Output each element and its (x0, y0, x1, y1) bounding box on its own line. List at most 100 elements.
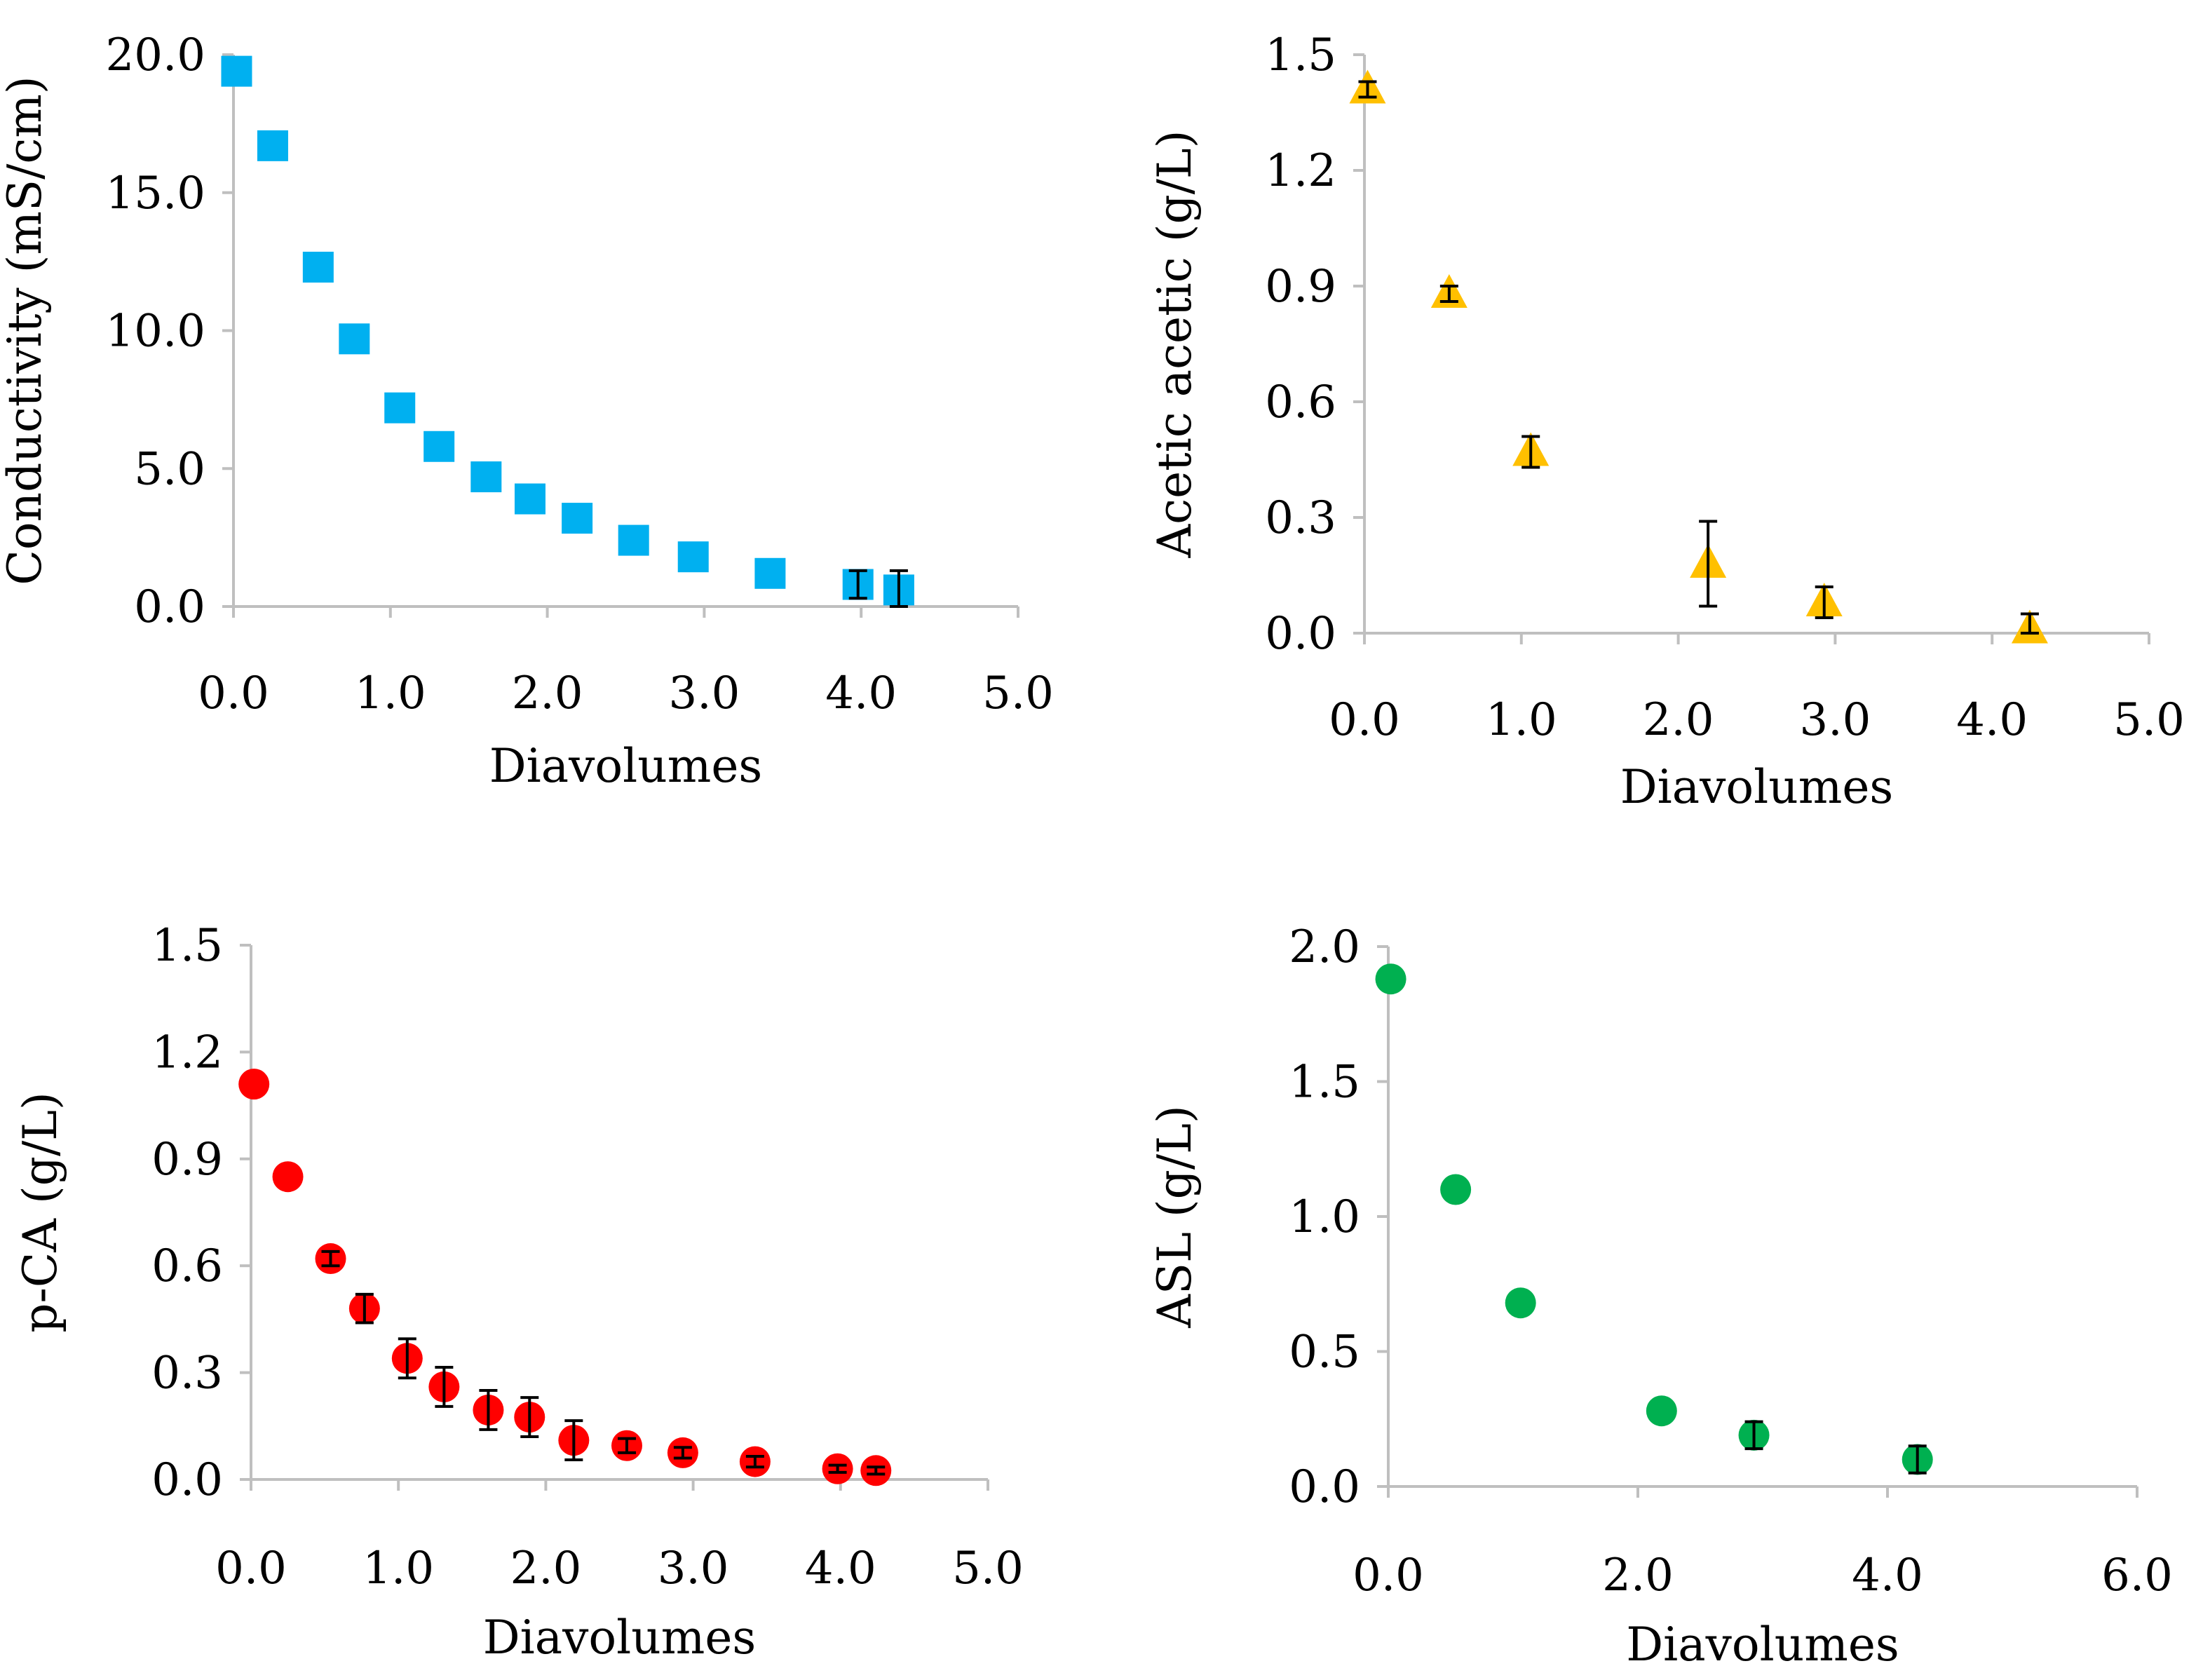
data-point (302, 251, 334, 283)
x-tick-label: 3.0 (669, 668, 740, 719)
y-tick-label: 0.6 (151, 1240, 223, 1292)
x-tick-label: 2.0 (1602, 1550, 1674, 1601)
error-bar (1815, 585, 1833, 619)
error-bar (435, 1365, 454, 1408)
error-bar (1699, 520, 1718, 608)
error-bar (2020, 612, 2039, 635)
y-tick-label: 1.0 (1289, 1191, 1360, 1243)
y-tick-label: 10.0 (106, 306, 206, 358)
x-tick-label: 0.0 (1353, 1550, 1424, 1601)
error-bar (564, 1419, 583, 1462)
data-point (754, 557, 786, 589)
error-bar (321, 1249, 340, 1268)
x-axis-title: Diavolumes (1620, 760, 1894, 814)
y-tick-label: 0.0 (151, 1454, 223, 1506)
error-bar (848, 569, 867, 600)
data-marker (514, 483, 545, 515)
data-point (221, 55, 252, 87)
x-axis-title: Diavolumes (1626, 1618, 1899, 1672)
error-bar (618, 1437, 637, 1454)
data-point (384, 392, 416, 424)
data-point (2011, 609, 2048, 644)
x-tick-label: 4.0 (1852, 1550, 1923, 1601)
x-tick-label: 4.0 (805, 1543, 876, 1594)
x-tick-label: 4.0 (825, 668, 897, 719)
y-tick-label: 2.0 (1289, 921, 1360, 973)
y-tick-label: 0.6 (1265, 377, 1336, 428)
data-point (842, 569, 874, 600)
y-axis-title: Conductivity (mS/cm) (0, 76, 52, 585)
data-point (562, 503, 593, 534)
data-point (423, 431, 455, 462)
data-point (1690, 520, 1727, 608)
data-marker (1646, 1395, 1677, 1427)
y-tick-label: 0.0 (1265, 608, 1336, 660)
data-point (1430, 274, 1467, 308)
data-marker (257, 130, 288, 161)
y-tick-label: 1.5 (1289, 1057, 1360, 1109)
x-tick-label: 6.0 (2101, 1550, 2173, 1601)
data-point (473, 1389, 504, 1431)
y-tick-label: 1.5 (1265, 29, 1336, 81)
data-point (1375, 963, 1406, 995)
data-point (428, 1365, 460, 1408)
y-tick-label: 5.0 (134, 443, 205, 495)
data-point (1902, 1444, 1933, 1475)
y-tick-label: 0.9 (1265, 261, 1336, 313)
y-tick-label: 0.9 (151, 1134, 223, 1186)
x-tick-label: 4.0 (1956, 694, 2028, 746)
x-tick-label: 1.0 (355, 668, 426, 719)
error-bar (673, 1446, 692, 1460)
y-axis-title: Acetic acetic (g/L) (1148, 130, 1202, 558)
error-bar (398, 1337, 416, 1380)
data-marker (384, 392, 416, 424)
error-bar (355, 1292, 374, 1325)
chart-conductivity: 0.0 5.0 10.0 15.0 20.0 0.0 1.0 2.0 3.0 4.0 5.0 Diav… (0, 29, 1054, 793)
y-axis-title: p-CA (g/L) (13, 1092, 67, 1333)
error-bar (1744, 1420, 1763, 1451)
x-tick-label: 5.0 (982, 668, 1054, 719)
error-bar (1439, 285, 1458, 303)
data-point (348, 1292, 380, 1325)
data-point (822, 1453, 853, 1484)
data-point (514, 1396, 545, 1439)
x-tick-label: 0.0 (1329, 694, 1400, 746)
error-bar (889, 569, 908, 608)
data-point (1738, 1419, 1770, 1451)
data-marker (677, 541, 709, 573)
data-point (1646, 1395, 1677, 1427)
y-axis-title: ASL (g/L) (1148, 1105, 1202, 1329)
y-tick-label: 0.5 (1289, 1327, 1360, 1378)
error-bar (745, 1454, 764, 1469)
data-marker (302, 251, 334, 283)
error-bar (1908, 1444, 1927, 1475)
x-tick-label: 2.0 (510, 1543, 582, 1594)
x-tick-label: 2.0 (1643, 694, 1714, 746)
chart-asl: 0.0 0.5 1.0 1.5 2.0 0.0 2.0 4.0 6.0 Diavolumes ASL… (1148, 921, 2173, 1672)
error-bar (828, 1463, 847, 1474)
data-marker (423, 431, 455, 462)
data-point (257, 130, 288, 161)
data-marker (1505, 1287, 1536, 1319)
y-tick-label: 0.0 (1289, 1461, 1360, 1513)
data-point (739, 1446, 771, 1477)
y-tick-label: 1.5 (151, 920, 223, 972)
data-point (272, 1161, 304, 1193)
data-point (860, 1455, 892, 1486)
x-tick-label: 5.0 (2113, 694, 2185, 746)
error-bar (1521, 435, 1540, 469)
y-tick-label: 15.0 (106, 168, 206, 219)
chart-p-ca: 0.0 0.3 0.6 0.9 1.2 1.5 0.0 1.0 2.0 3.0 4.0 5.0 Diav… (13, 920, 1024, 1665)
x-axis-title: Diavolumes (489, 739, 763, 793)
data-point (470, 461, 502, 493)
data-marker (1440, 1174, 1472, 1205)
data-marker (339, 323, 370, 355)
data-point (558, 1419, 590, 1462)
error-bar (479, 1389, 498, 1431)
y-tick-label: 0.0 (134, 581, 205, 633)
x-tick-label: 2.0 (512, 668, 583, 719)
data-marker (562, 503, 593, 534)
data-point (315, 1243, 346, 1275)
data-marker (221, 55, 252, 87)
